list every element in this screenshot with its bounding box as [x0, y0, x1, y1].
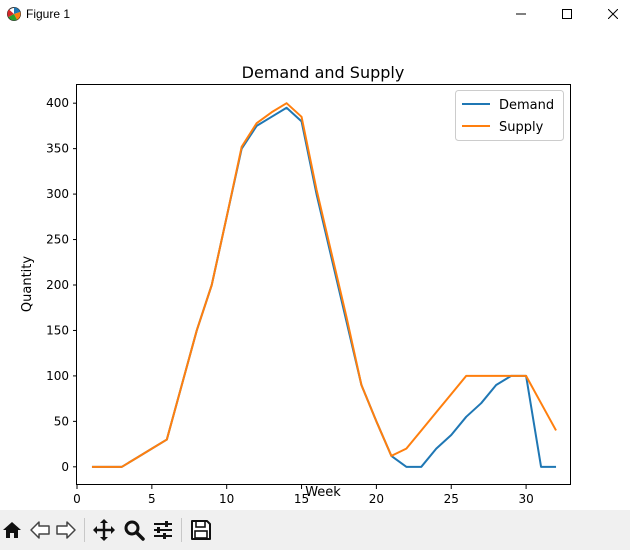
forward-button[interactable]	[54, 518, 78, 542]
y-tick-label: 350	[46, 142, 69, 156]
close-icon	[608, 9, 618, 19]
window-title: Figure 1	[26, 7, 71, 21]
home-icon	[3, 522, 21, 538]
move-icon	[93, 519, 115, 541]
x-tick-label: 0	[73, 492, 81, 506]
maximize-button[interactable]	[544, 0, 590, 28]
minimize-icon	[516, 13, 526, 15]
navigation-toolbar	[0, 510, 630, 550]
matplotlib-icon	[6, 6, 22, 22]
plot-frame	[76, 84, 571, 485]
line-chart: 0 5 10 15 20 25 30 0 50 100 150 200 250 300 350 400 De…	[20, 63, 571, 506]
zoom-icon	[124, 520, 145, 541]
forward-arrow-icon	[56, 521, 76, 539]
close-button[interactable]	[590, 0, 630, 28]
title-bar: Figure 1	[0, 0, 630, 28]
maximize-icon	[562, 9, 572, 19]
legend: Demand Supply	[455, 90, 564, 141]
y-tick-label: 250	[46, 233, 69, 247]
back-button[interactable]	[28, 518, 52, 542]
x-tick-label: 10	[219, 492, 234, 506]
figure-canvas[interactable]: 0 5 10 15 20 25 30 0 50 100 150 200 250 300 350 400 De…	[0, 28, 630, 508]
y-tick-label: 50	[54, 414, 69, 428]
back-arrow-icon	[30, 521, 50, 539]
pan-button[interactable]	[92, 518, 116, 542]
toolbar-separator	[181, 518, 182, 542]
x-tick-label: 30	[518, 492, 533, 506]
chart-title: Demand and Supply	[242, 63, 405, 82]
y-tick-label: 200	[46, 278, 69, 292]
series-line-demand	[91, 106, 557, 468]
configure-subplots-button[interactable]	[151, 518, 175, 542]
x-axis-label: Week	[305, 485, 341, 500]
y-tick-label: 400	[46, 96, 69, 110]
series-line-supply	[91, 102, 557, 468]
sliders-icon	[154, 521, 172, 539]
x-tick-label: 20	[369, 492, 384, 506]
y-tick-label: 300	[46, 187, 69, 201]
y-tick-label: 100	[46, 369, 69, 383]
x-tick-label: 15	[294, 492, 309, 506]
save-button[interactable]	[189, 518, 213, 542]
x-tick-label: 25	[444, 492, 459, 506]
legend-label-demand: Demand	[499, 98, 554, 113]
zoom-button[interactable]	[122, 518, 146, 542]
x-tick-label: 5	[148, 492, 156, 506]
toolbar-separator	[84, 518, 85, 542]
y-tick-label: 150	[46, 323, 69, 337]
minimize-button[interactable]	[498, 0, 544, 28]
legend-label-supply: Supply	[499, 120, 544, 135]
save-icon	[191, 520, 211, 540]
y-axis-label: Quantity	[20, 256, 35, 312]
y-tick-label: 0	[61, 460, 69, 474]
home-button[interactable]	[0, 518, 24, 542]
